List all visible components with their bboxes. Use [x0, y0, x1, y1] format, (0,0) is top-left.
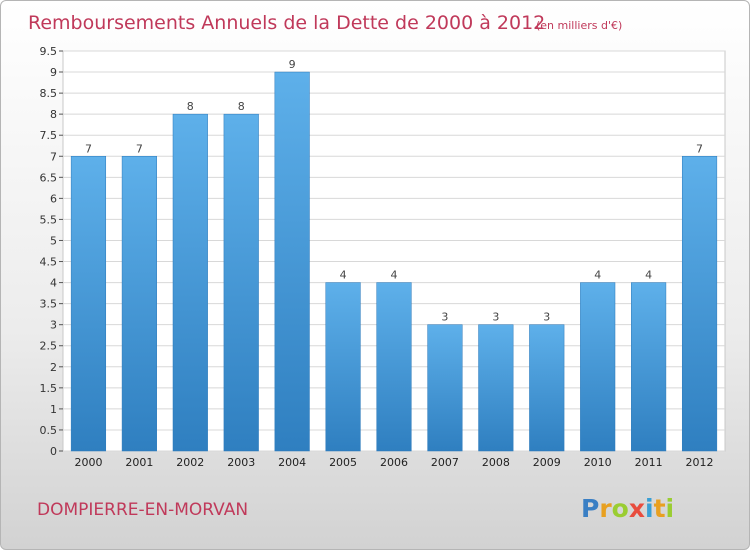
x-tick-label: 2003 [227, 456, 255, 469]
x-tick-label: 2004 [278, 456, 306, 469]
y-tick-label: 4 [50, 277, 57, 290]
brand-letter: P [581, 494, 599, 523]
bar-2010 [580, 282, 616, 452]
y-tick-label: 9 [50, 66, 57, 79]
bar-2006 [376, 282, 412, 452]
y-tick-label: 2 [50, 361, 57, 374]
y-tick-label: 3.5 [40, 298, 58, 311]
bar-2002 [172, 113, 208, 452]
x-tick-label: 2001 [125, 456, 153, 469]
brand-letter: i [666, 494, 675, 523]
bars [70, 71, 718, 452]
x-axis: 2000 2001 2002 2003 2004 2005 2006 2007 2008 2009… [74, 456, 713, 469]
y-tick-label: 0.5 [40, 424, 58, 437]
bar-2011 [631, 282, 667, 452]
y-axis: 0 0.5 1 1.5 2 2.5 3 3.5 4 4.5 5 5.5 6 6.5 7 7.5 8 8.5 9 9.5 [40, 45, 63, 458]
value-label: 4 [645, 269, 652, 282]
bar-2003 [223, 113, 259, 452]
value-label: 7 [136, 142, 143, 155]
value-label: 8 [238, 100, 245, 113]
value-label: 3 [543, 311, 550, 324]
y-tick-label: 6 [50, 192, 57, 205]
x-tick-label: 2008 [482, 456, 510, 469]
y-tick-label: 7 [50, 150, 57, 163]
value-label: 9 [289, 58, 296, 71]
y-tick-label: 9.5 [40, 45, 58, 58]
bar-2004 [274, 71, 310, 452]
bar-2008 [478, 324, 514, 452]
y-tick-label: 1.5 [40, 382, 58, 395]
brand-letter: i [645, 494, 654, 523]
value-label: 4 [340, 269, 347, 282]
value-label: 7 [696, 142, 703, 155]
y-tick-label: 2.5 [40, 340, 58, 353]
x-tick-label: 2000 [74, 456, 102, 469]
value-label: 4 [391, 269, 398, 282]
bar-2000 [70, 156, 107, 452]
y-tick-label: 8.5 [40, 87, 58, 100]
x-tick-label: 2002 [176, 456, 204, 469]
y-tick-label: 3 [50, 319, 57, 332]
y-tick-label: 8 [50, 108, 57, 121]
value-label: 8 [187, 100, 194, 113]
brand-logo: Proxiti [581, 494, 674, 523]
value-labels: 7 7 8 8 9 4 4 3 3 3 4 4 7 [85, 58, 703, 324]
x-tick-label: 2007 [431, 456, 459, 469]
bar-2007 [427, 324, 463, 452]
bar-2012 [681, 156, 718, 452]
location-name: DOMPIERRE-EN-MORVAN [37, 500, 248, 520]
value-label: 3 [441, 311, 448, 324]
x-tick-label: 2009 [533, 456, 561, 469]
brand-letter: x [629, 494, 645, 523]
y-tick-label: 5 [50, 234, 57, 247]
y-tick-label: 0 [50, 445, 57, 458]
x-tick-label: 2010 [584, 456, 612, 469]
brand-letter: r [599, 494, 612, 523]
x-tick-label: 2012 [686, 456, 714, 469]
bar-2009 [529, 324, 565, 452]
x-tick-label: 2005 [329, 456, 357, 469]
brand-letter: t [654, 494, 666, 523]
y-tick-label: 1 [50, 403, 57, 416]
y-tick-label: 4.5 [40, 256, 58, 269]
value-label: 4 [594, 269, 601, 282]
chart-title: Remboursements Annuels de la Dette de 20… [28, 12, 545, 34]
value-label: 7 [85, 142, 92, 155]
bar-2005 [325, 282, 361, 452]
y-tick-label: 6.5 [40, 171, 58, 184]
x-tick-label: 2011 [635, 456, 663, 469]
x-tick-label: 2006 [380, 456, 408, 469]
value-label: 3 [492, 311, 499, 324]
chart-subtitle: (en milliers d'€) [536, 19, 622, 32]
brand-letter: o [612, 494, 629, 523]
y-tick-label: 5.5 [40, 213, 58, 226]
y-tick-label: 7.5 [40, 129, 58, 142]
bar-2001 [121, 156, 157, 452]
